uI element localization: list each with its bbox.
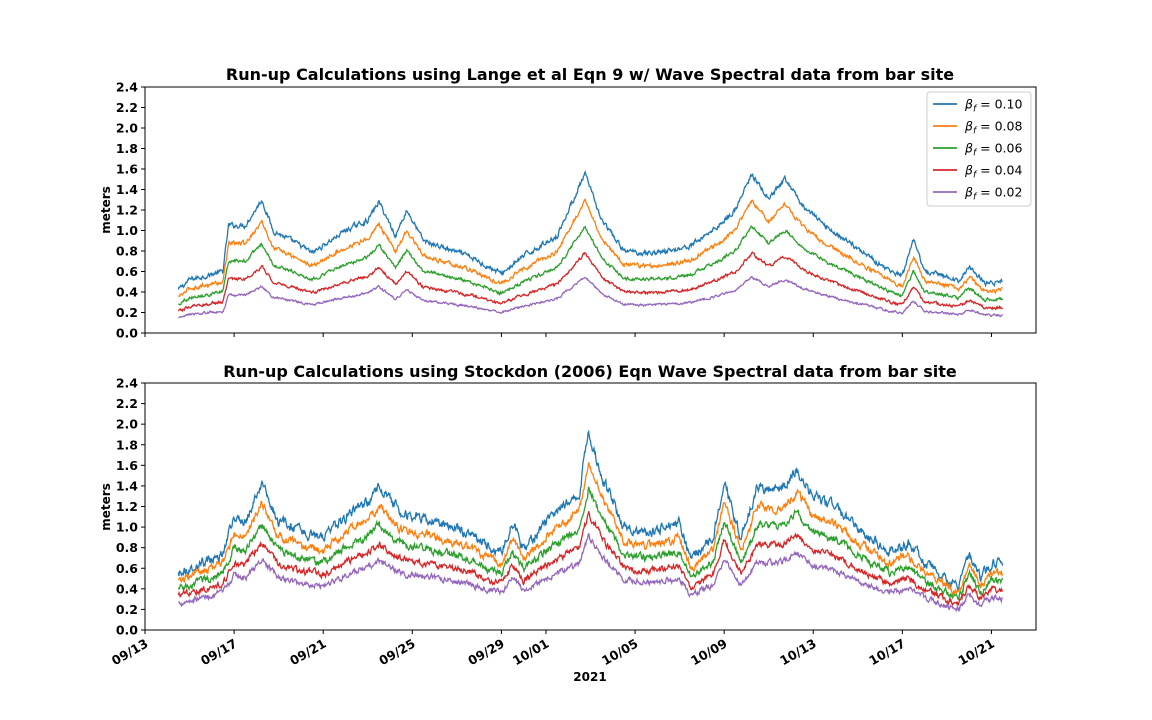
y-tick-label: 1.6 [116, 162, 138, 177]
x-axis-label: 2021 [573, 670, 606, 684]
y-axis-label-top: meters [99, 186, 113, 234]
y-tick-label: 2.0 [116, 417, 138, 432]
y-axis-label-bottom: meters [99, 483, 113, 531]
y-tick-label: 0.0 [116, 326, 138, 341]
y-tick-label: 1.8 [116, 141, 138, 156]
y-tick-label: 0.2 [116, 305, 138, 320]
y-tick-label: 1.2 [116, 203, 138, 218]
series-line--f-0-06 [177, 486, 1004, 601]
y-tick-label: 0.6 [116, 561, 138, 576]
y-tick-label: 1.2 [116, 499, 138, 514]
y-tick-label: 2.2 [116, 100, 138, 115]
series-line--f-0-10 [177, 429, 1004, 593]
series-line--f-0-10 [177, 170, 1003, 290]
y-tick-label: 0.0 [116, 623, 138, 638]
series-line--f-0-06 [178, 225, 1004, 306]
y-tick-label: 2.2 [116, 396, 138, 411]
chart-title-top: Run-up Calculations using Lange et al Eq… [226, 65, 954, 84]
y-tick-label: 1.0 [116, 520, 138, 535]
x-tick-label: 09/21 [287, 636, 329, 669]
y-tick-label: 0.4 [116, 581, 138, 596]
y-tick-label: 0.2 [116, 602, 138, 617]
legend-entry: βf = 0.10 [964, 97, 1022, 115]
y-tick-label: 0.6 [116, 264, 138, 279]
x-tick-label: 10/21 [955, 636, 997, 669]
x-tick-label: 09/25 [376, 636, 418, 669]
series-line--f-0-04 [177, 251, 1004, 313]
y-tick-label: 0.8 [116, 244, 138, 259]
legend-entry: βf = 0.06 [964, 141, 1022, 159]
chart-title-bottom: Run-up Calculations using Stockdon (2006… [223, 362, 957, 381]
series-line--f-0-02 [178, 533, 1003, 613]
series-line--f-0-08 [177, 197, 1003, 298]
x-tick-label: 10/09 [688, 636, 730, 669]
y-tick-label: 1.4 [116, 478, 138, 493]
series-line--f-0-02 [178, 275, 1004, 319]
x-tick-label: 10/17 [866, 636, 908, 669]
y-tick-label: 1.6 [116, 458, 138, 473]
y-tick-label: 0.8 [116, 540, 138, 555]
series-line--f-0-04 [177, 511, 1004, 607]
chart-bottom: Run-up Calculations using Stockdon (2006… [99, 362, 1037, 669]
legend: βf = 0.10 βf = 0.08 βf = 0.06 βf = 0.04 βf =… [926, 91, 1032, 207]
axes-frame-bottom [144, 382, 1037, 631]
x-tick-label: 09/29 [465, 636, 507, 669]
axes-frame-top [144, 86, 1037, 334]
y-tick-label: 1.0 [116, 223, 138, 238]
series-line--f-0-08 [177, 462, 1004, 596]
x-tick-label: 10/05 [599, 636, 641, 669]
y-tick-label: 2.4 [116, 376, 138, 391]
y-tick-label: 0.4 [116, 285, 138, 300]
legend-entry: βf = 0.04 [964, 163, 1022, 181]
x-tick-label: 09/13 [109, 636, 151, 669]
legend-box [926, 91, 1032, 207]
y-tick-label: 2.0 [116, 121, 138, 136]
y-tick-label: 1.8 [116, 437, 138, 452]
legend-entry: βf = 0.08 [964, 119, 1022, 137]
x-tick-label: 10/01 [510, 636, 552, 669]
legend-entry: βf = 0.02 [964, 185, 1022, 203]
y-tick-label: 1.4 [116, 182, 138, 197]
y-tick-label: 2.4 [116, 80, 138, 95]
chart-top: Run-up Calculations using Lange et al Eq… [99, 65, 1037, 341]
x-tick-label: 10/13 [777, 636, 819, 669]
x-tick-label: 09/17 [198, 636, 240, 669]
